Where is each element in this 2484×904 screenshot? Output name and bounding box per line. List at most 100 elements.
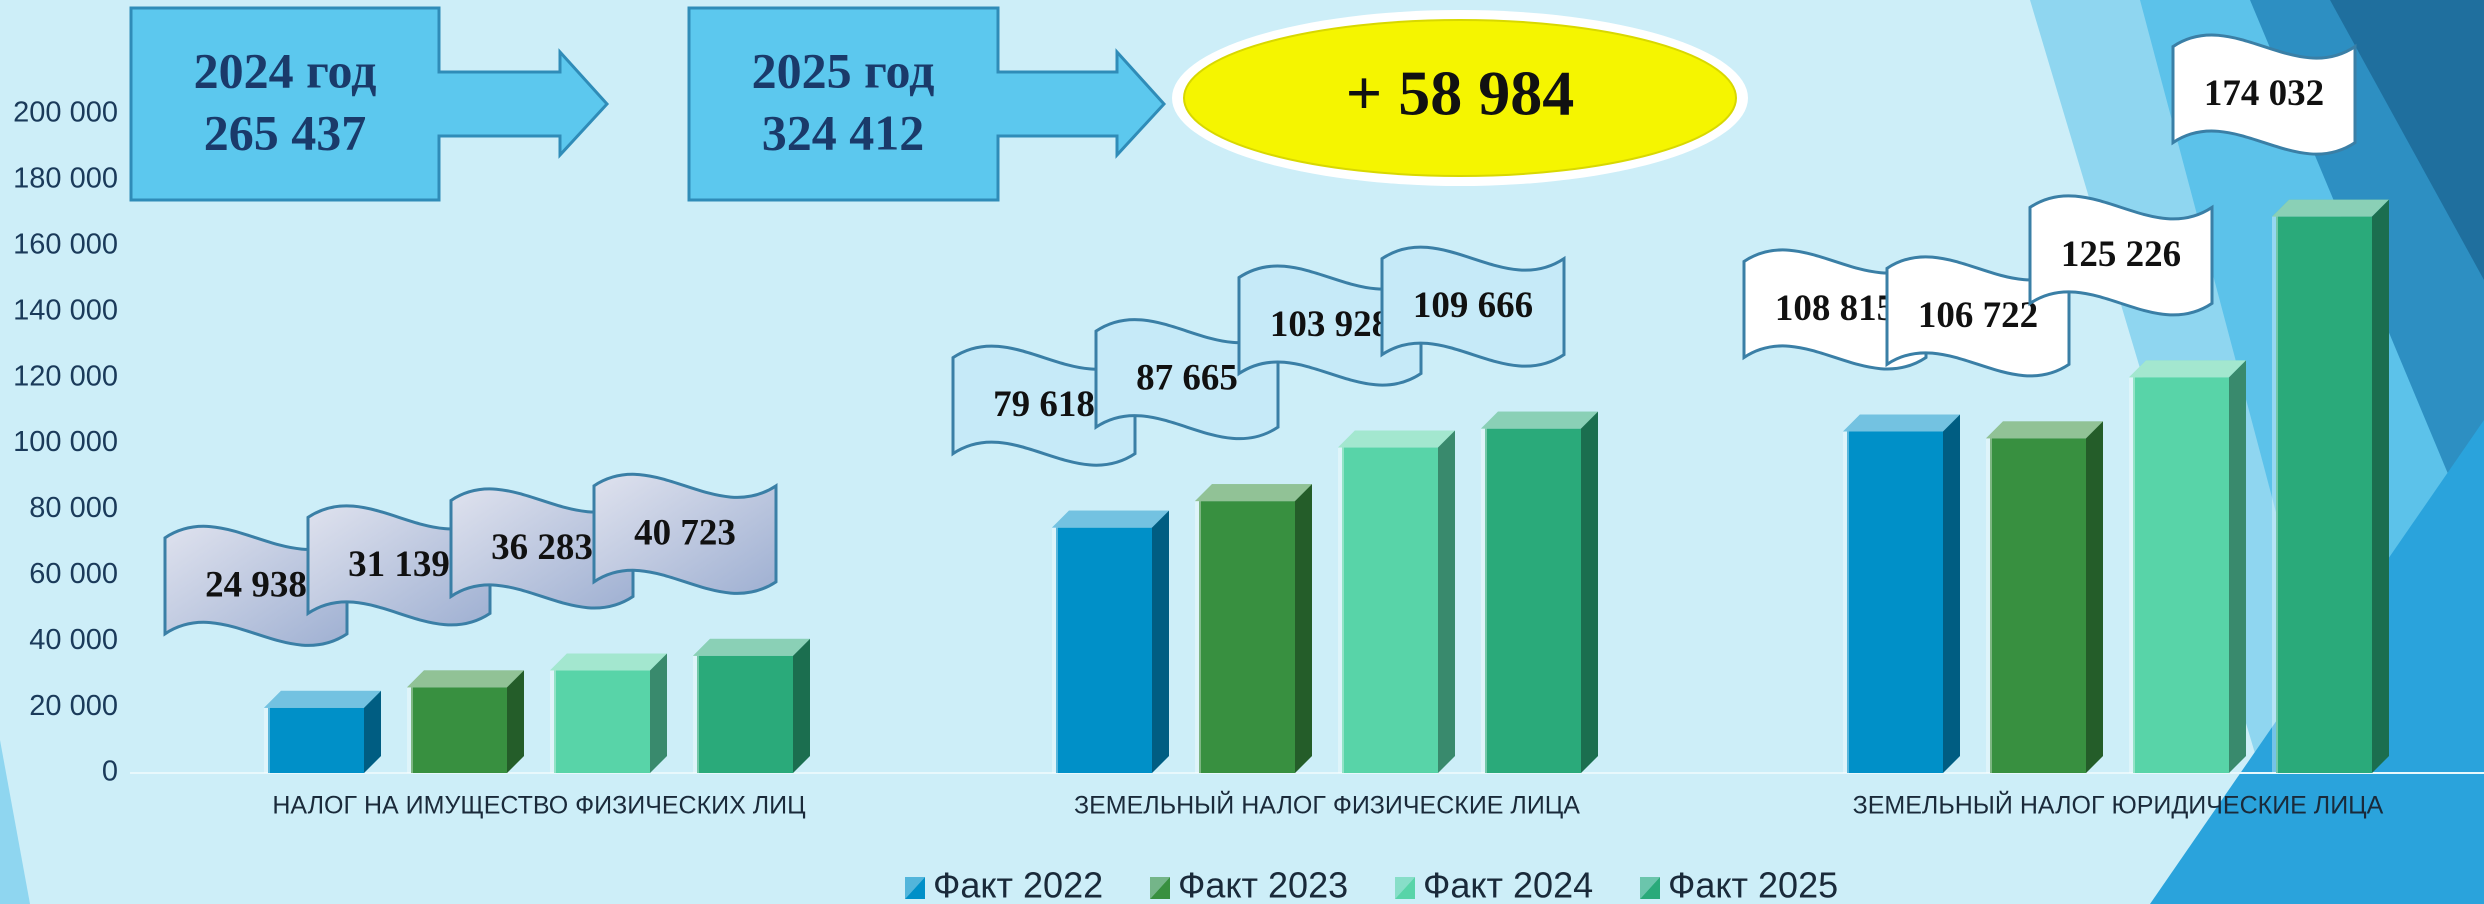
- bar-group: [1338, 430, 1455, 773]
- y-tick-label: 20 000: [29, 690, 118, 722]
- bar-side: [1581, 411, 1598, 773]
- bar-side: [793, 638, 810, 773]
- y-tick-label: 120 000: [13, 360, 118, 392]
- label-banner: [2028, 194, 2214, 317]
- x-tick-label: ЗЕМЕЛЬНЫЙ НАЛОГ ЮРИДИЧЕСКИЕ ЛИЦА: [1853, 790, 2384, 820]
- bar-highlight: [2272, 216, 2278, 773]
- bar: [554, 670, 650, 773]
- bar-top-highlight: [1986, 421, 2103, 439]
- bar-top: [2272, 199, 2389, 217]
- x-tick-label: НАЛОГ НА ИМУЩЕСТВО ФИЗИЧЕСКИХ ЛИЦ: [272, 792, 806, 820]
- bar-highlight: [407, 687, 413, 773]
- bar-group: [1481, 411, 1598, 773]
- bar-top-highlight: [2272, 199, 2389, 217]
- y-tick-label: 80 000: [29, 492, 118, 524]
- bar-top-highlight: [264, 690, 381, 708]
- bar-top-highlight: [1843, 414, 1960, 432]
- bar-highlight: [2129, 377, 2135, 773]
- bar-top-highlight: [407, 670, 524, 688]
- bar-side: [1943, 414, 1960, 773]
- annotation: 324 412: [762, 104, 925, 160]
- data-label: 87 665: [1136, 358, 1238, 399]
- bar-highlight: [1338, 447, 1344, 773]
- bar-side: [2372, 199, 2389, 773]
- legend-label: Факт 2023: [1178, 865, 1348, 904]
- bar-top: [1052, 510, 1169, 528]
- x-tick-label: ЗЕМЕЛЬНЫЙ НАЛОГ ФИЗИЧЕСКИЕ ЛИЦА: [1074, 790, 1580, 820]
- bar-top: [264, 690, 381, 708]
- data-label: 108 815: [1775, 288, 1895, 329]
- label-banner: [1380, 245, 1566, 368]
- legend-swatch: [1395, 877, 1415, 899]
- data-label: 174 032: [2204, 73, 2324, 114]
- data-label: 106 722: [1918, 295, 2038, 336]
- annotation: 2025 год: [752, 42, 935, 98]
- y-tick-label: 40 000: [29, 624, 118, 656]
- data-label: 31 139: [348, 544, 450, 585]
- bar-top-highlight: [1195, 484, 1312, 502]
- bar: [268, 707, 364, 773]
- legend-swatch: [1150, 877, 1170, 899]
- bar-side: [2086, 421, 2103, 773]
- bar-top: [1481, 411, 1598, 429]
- y-tick-label: 140 000: [13, 294, 118, 326]
- legend-label: Факт 2024: [1423, 865, 1593, 904]
- bar-side: [364, 690, 381, 773]
- bar-group: [2272, 199, 2389, 773]
- bar: [1056, 527, 1152, 773]
- bar: [1847, 431, 1943, 773]
- y-tick-label: 200 000: [13, 97, 118, 129]
- bar-highlight: [264, 707, 270, 773]
- bar: [411, 687, 507, 773]
- bar-side-shade: [2372, 199, 2389, 773]
- label-banner: [1742, 248, 1928, 371]
- label-banner: [449, 487, 635, 610]
- bar-top-highlight: [693, 638, 810, 656]
- bar-side: [1295, 484, 1312, 773]
- bar-group: [1986, 421, 2103, 773]
- label-banner: [2171, 33, 2357, 156]
- bar-side-shade: [364, 690, 381, 773]
- bar-top-highlight: [1338, 430, 1455, 448]
- bar-side-shade: [650, 653, 667, 773]
- bar-side-shade: [2086, 421, 2103, 773]
- box-2025: [687, 6, 1167, 202]
- data-label: 109 666: [1413, 285, 1533, 326]
- y-tick-label: 100 000: [13, 426, 118, 458]
- bar-side-shade: [1438, 430, 1455, 773]
- annotation: 265 437: [204, 104, 367, 160]
- bar-side-shade: [507, 670, 524, 773]
- y-tick-label: 180 000: [13, 163, 118, 195]
- bar: [1199, 501, 1295, 773]
- annotation: + 58 984: [1346, 58, 1574, 129]
- label-banner: [1885, 255, 2071, 378]
- data-label: 103 928: [1270, 304, 1390, 345]
- bar: [2133, 377, 2229, 773]
- bar-top: [1195, 484, 1312, 502]
- data-label: 24 938: [205, 564, 307, 605]
- bar-side-shade: [2229, 360, 2246, 773]
- bar-side: [1438, 430, 1455, 773]
- bar-top-highlight: [550, 653, 667, 671]
- legend-swatch: [1640, 877, 1660, 899]
- bar-group: [264, 690, 381, 773]
- bar-group: [1195, 484, 1312, 773]
- bar-side-shade: [793, 638, 810, 773]
- bar-side: [1152, 510, 1169, 773]
- bar-side-shade: [1581, 411, 1598, 773]
- data-label: 36 283: [491, 527, 593, 568]
- bar: [697, 655, 793, 773]
- summary-boxes: 2024 год 265 437 2025 год 324 412 + 58 9…: [129, 6, 1748, 202]
- ellipse: [1183, 19, 1737, 177]
- y-tick-label: 0: [102, 756, 118, 788]
- bar-top: [550, 653, 667, 671]
- bar-group: [693, 638, 810, 773]
- bar: [2276, 216, 2372, 773]
- bar-side-shade: [1943, 414, 1960, 773]
- label-banner: [306, 504, 492, 627]
- label-banner: [951, 344, 1137, 467]
- data-label: 79 618: [993, 384, 1095, 425]
- legend-swatch: [905, 877, 925, 899]
- bar-side: [2229, 360, 2246, 773]
